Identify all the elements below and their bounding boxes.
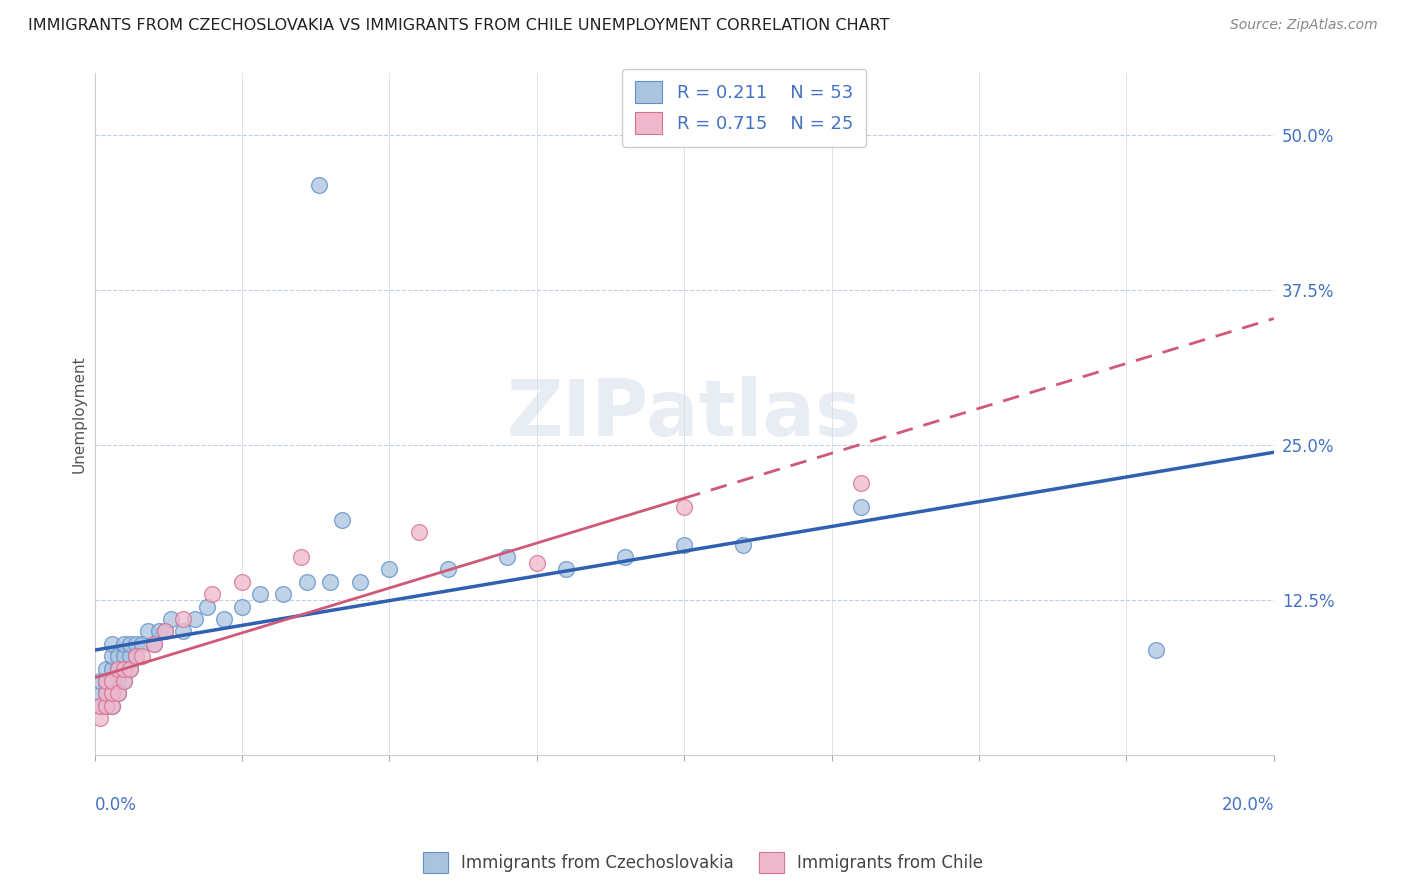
Point bbox=[89, 698, 111, 713]
Point bbox=[330, 513, 353, 527]
Point bbox=[496, 549, 519, 564]
Point bbox=[136, 624, 159, 639]
Text: Source: ZipAtlas.com: Source: ZipAtlas.com bbox=[1230, 18, 1378, 32]
Point bbox=[107, 661, 129, 675]
Point bbox=[118, 649, 141, 664]
Point bbox=[155, 624, 177, 639]
Point bbox=[231, 574, 253, 589]
Point bbox=[271, 587, 294, 601]
Point bbox=[184, 612, 207, 626]
Point bbox=[437, 562, 460, 576]
Point bbox=[118, 661, 141, 675]
Point bbox=[131, 637, 153, 651]
Point bbox=[614, 549, 637, 564]
Point bbox=[112, 661, 135, 675]
Point bbox=[131, 649, 153, 664]
Point bbox=[319, 574, 342, 589]
Legend: R = 0.211    N = 53, R = 0.715    N = 25: R = 0.211 N = 53, R = 0.715 N = 25 bbox=[623, 69, 866, 147]
Point bbox=[89, 686, 111, 700]
Point bbox=[160, 612, 183, 626]
Point bbox=[231, 599, 253, 614]
Point bbox=[89, 673, 111, 688]
Point bbox=[101, 637, 124, 651]
Point bbox=[148, 624, 170, 639]
Point bbox=[107, 686, 129, 700]
Text: ZIPatlas: ZIPatlas bbox=[506, 376, 862, 452]
Point bbox=[118, 637, 141, 651]
Point bbox=[107, 673, 129, 688]
Point bbox=[89, 698, 111, 713]
Point bbox=[101, 661, 124, 675]
Point bbox=[155, 624, 177, 639]
Point bbox=[112, 673, 135, 688]
Point bbox=[112, 673, 135, 688]
Point bbox=[107, 649, 129, 664]
Point bbox=[172, 612, 194, 626]
Point bbox=[112, 649, 135, 664]
Point bbox=[96, 661, 118, 675]
Point bbox=[308, 178, 330, 192]
Point bbox=[295, 574, 318, 589]
Point bbox=[101, 698, 124, 713]
Y-axis label: Unemployment: Unemployment bbox=[72, 356, 86, 473]
Point bbox=[849, 500, 872, 515]
Point bbox=[673, 537, 696, 551]
Point bbox=[101, 698, 124, 713]
Point bbox=[101, 686, 124, 700]
Point bbox=[378, 562, 401, 576]
Point bbox=[125, 649, 148, 664]
Point bbox=[125, 637, 148, 651]
Point bbox=[96, 698, 118, 713]
Point bbox=[101, 673, 124, 688]
Point bbox=[107, 661, 129, 675]
Point bbox=[96, 673, 118, 688]
Point bbox=[849, 475, 872, 490]
Point bbox=[249, 587, 271, 601]
Point bbox=[96, 686, 118, 700]
Point bbox=[290, 549, 312, 564]
Point bbox=[96, 673, 118, 688]
Text: 0.0%: 0.0% bbox=[94, 797, 136, 814]
Point bbox=[101, 649, 124, 664]
Point bbox=[408, 525, 430, 540]
Point bbox=[125, 649, 148, 664]
Legend: Immigrants from Czechoslovakia, Immigrants from Chile: Immigrants from Czechoslovakia, Immigran… bbox=[416, 846, 990, 880]
Point bbox=[142, 637, 165, 651]
Text: IMMIGRANTS FROM CZECHOSLOVAKIA VS IMMIGRANTS FROM CHILE UNEMPLOYMENT CORRELATION: IMMIGRANTS FROM CZECHOSLOVAKIA VS IMMIGR… bbox=[28, 18, 890, 33]
Point bbox=[555, 562, 578, 576]
Point bbox=[112, 661, 135, 675]
Point bbox=[526, 556, 548, 570]
Point bbox=[107, 686, 129, 700]
Point bbox=[733, 537, 755, 551]
Point bbox=[96, 698, 118, 713]
Point bbox=[172, 624, 194, 639]
Point bbox=[101, 686, 124, 700]
Point bbox=[89, 711, 111, 725]
Point bbox=[673, 500, 696, 515]
Point bbox=[112, 637, 135, 651]
Point bbox=[349, 574, 371, 589]
Point bbox=[96, 686, 118, 700]
Text: 20.0%: 20.0% bbox=[1222, 797, 1274, 814]
Point bbox=[101, 673, 124, 688]
Point bbox=[214, 612, 236, 626]
Point bbox=[118, 661, 141, 675]
Point bbox=[1144, 643, 1167, 657]
Point bbox=[142, 637, 165, 651]
Point bbox=[201, 587, 224, 601]
Point bbox=[195, 599, 218, 614]
